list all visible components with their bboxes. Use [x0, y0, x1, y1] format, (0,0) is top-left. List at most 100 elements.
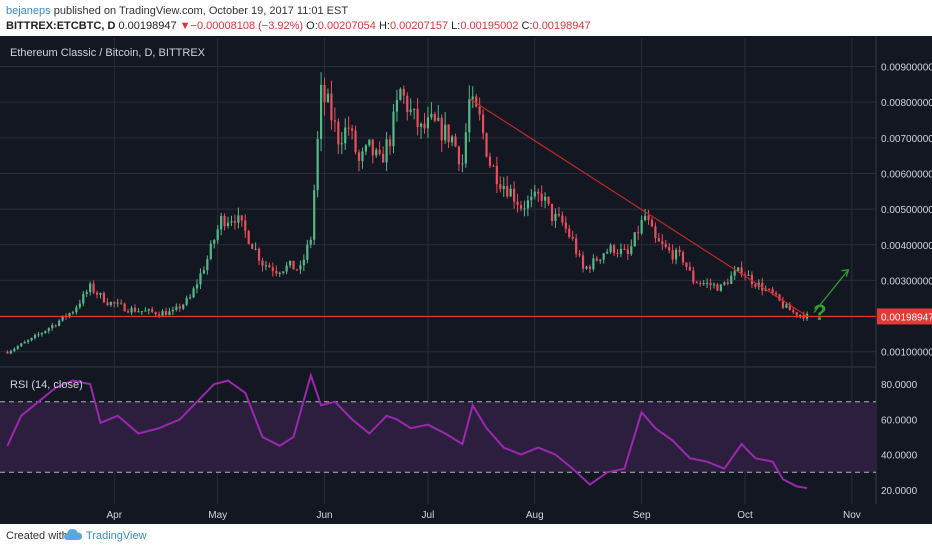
- candle-body: [371, 139, 374, 156]
- price-chart[interactable]: 0.00198947? 0.00900000 0.00800000 0.007000…: [0, 36, 932, 524]
- candle-body: [237, 215, 240, 223]
- candle-body: [264, 265, 268, 267]
- low-value: 0.00195002: [460, 20, 519, 32]
- question-mark-annotation: ?: [813, 300, 826, 325]
- candle-body: [309, 239, 312, 245]
- candle-body: [254, 248, 257, 250]
- publish-info: published on TradingView.com, October 19…: [53, 5, 349, 17]
- candle-body: [502, 185, 505, 190]
- candle-body: [702, 283, 705, 285]
- candle-body: [633, 232, 636, 247]
- candle-body: [71, 312, 75, 314]
- rsi-tick-label: 40.0000: [881, 451, 918, 462]
- candle-body: [723, 282, 726, 285]
- candle-body: [440, 117, 443, 141]
- candle-body: [647, 215, 650, 221]
- trendline: [468, 98, 808, 317]
- candle-body: [344, 127, 347, 144]
- candle-body: [564, 222, 567, 229]
- candle-body: [261, 260, 264, 266]
- candle-body: [385, 139, 388, 163]
- candle-body: [9, 350, 12, 354]
- candle-body: [771, 288, 774, 294]
- candle-body: [478, 106, 481, 115]
- candle-body: [623, 248, 626, 250]
- price-tick-label: 0.00900000: [881, 63, 932, 74]
- candle-body: [585, 266, 588, 269]
- candle-body: [599, 259, 602, 261]
- candle-body: [726, 282, 729, 284]
- candle-body: [13, 348, 16, 351]
- candle-body: [133, 307, 137, 312]
- price-tick-label: 0.00300000: [881, 276, 932, 287]
- candle-body: [406, 95, 409, 113]
- candle-body: [106, 302, 109, 306]
- candle-body: [612, 245, 616, 254]
- month-tick-label: Apr: [107, 510, 123, 521]
- candle-body: [678, 249, 681, 253]
- candle-body: [792, 310, 795, 313]
- candle-body: [716, 284, 719, 291]
- candle-body: [209, 243, 212, 260]
- candle-body: [788, 304, 791, 311]
- candle-body: [643, 215, 647, 221]
- month-tick-label: Jun: [316, 510, 332, 521]
- candle-body: [557, 213, 561, 216]
- candle-body: [351, 128, 354, 131]
- candle-body: [661, 241, 664, 244]
- chart-axes: 0.00900000 0.00800000 0.00700000 0.00600000…: [107, 63, 932, 521]
- forecast-arrow-icon: [813, 269, 849, 313]
- candle-body: [27, 340, 30, 342]
- candle-body: [685, 262, 688, 267]
- candle-body: [616, 253, 619, 255]
- candle-body: [154, 312, 157, 315]
- candle-body: [164, 311, 168, 316]
- author-link[interactable]: bejaneps: [6, 5, 51, 17]
- candle-body: [116, 302, 119, 304]
- candle-body: [568, 228, 571, 237]
- candle-body: [602, 253, 605, 260]
- candle-body: [240, 215, 243, 221]
- candle-body: [92, 283, 95, 293]
- candle-body: [257, 248, 261, 261]
- candle-body: [292, 260, 295, 270]
- candle-body: [419, 123, 423, 127]
- candle-body: [85, 292, 88, 294]
- candle-body: [488, 156, 492, 166]
- candle-body: [51, 325, 54, 329]
- candle-body: [513, 188, 516, 202]
- candle-body: [571, 236, 574, 239]
- candle-body: [216, 229, 219, 241]
- price-tick-label: 0.00600000: [881, 169, 932, 180]
- candle-body: [171, 309, 174, 312]
- last-price: 0.00198947: [118, 20, 177, 32]
- last-price-tag-label: 0.00198947: [881, 312, 932, 323]
- candle-body: [637, 232, 640, 234]
- candle-body: [595, 258, 598, 261]
- candle-body: [354, 130, 357, 153]
- candle-body: [130, 307, 133, 313]
- month-tick-label: Oct: [737, 510, 753, 521]
- candle-body: [330, 93, 333, 121]
- candle-body: [278, 272, 281, 274]
- candle-body: [492, 165, 495, 167]
- candle-body: [774, 293, 778, 295]
- candle-body: [561, 215, 564, 223]
- candle-body: [364, 145, 367, 152]
- tradingview-brand-link[interactable]: TradingView: [86, 530, 147, 542]
- candle-body: [282, 271, 285, 273]
- forecast-arrowhead-icon: [841, 268, 850, 277]
- candle-body: [333, 120, 336, 122]
- candle-body: [61, 315, 64, 321]
- candle-body: [137, 311, 140, 313]
- down-triangle-icon: ▼: [179, 20, 191, 32]
- candle-body: [223, 215, 226, 227]
- candle-body: [30, 337, 33, 341]
- candle-body: [185, 298, 188, 305]
- price-tick-label: 0.00800000: [881, 98, 932, 109]
- candle-body: [588, 266, 592, 270]
- month-tick-label: May: [208, 510, 227, 521]
- candle-body: [454, 136, 457, 147]
- candle-body: [102, 293, 106, 303]
- candle-body: [423, 123, 426, 129]
